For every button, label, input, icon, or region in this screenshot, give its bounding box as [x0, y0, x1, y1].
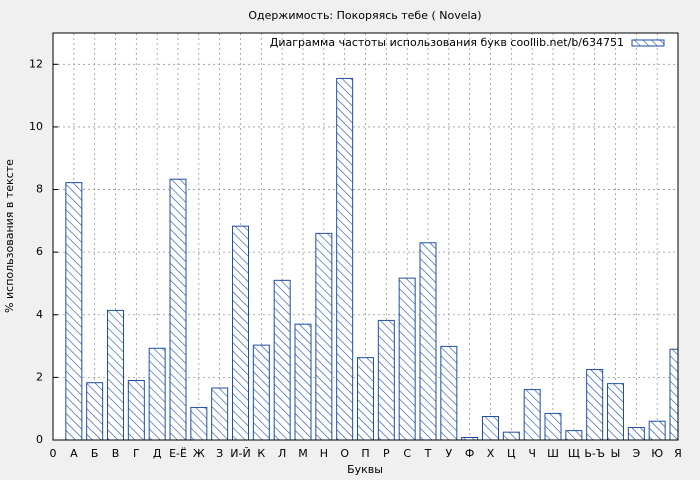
y-tick-label: 6 [36, 245, 43, 258]
bar [190, 406, 208, 440]
bar [648, 420, 666, 440]
x-tick-label: Ы [611, 447, 621, 460]
x-tick-label: Ц [507, 447, 516, 460]
y-tick-label: 0 [36, 433, 43, 446]
x-tick-label: Н [320, 447, 328, 460]
y-tick-label: 2 [36, 370, 43, 383]
x-tick-label: Х [487, 447, 495, 460]
x-tick-label: О [340, 447, 349, 460]
y-tick-label: 10 [29, 120, 43, 133]
bar [357, 357, 374, 440]
x-axis-label: Буквы [347, 463, 383, 476]
x-tick-label: У [445, 447, 452, 460]
x-tick-label: Г [133, 447, 140, 460]
x-tick-label: Ж [193, 447, 205, 460]
bar [586, 369, 604, 440]
bar [252, 344, 270, 440]
legend-label: Диаграмма частоты использования букв coo… [270, 36, 624, 49]
y-tick-label: 4 [36, 308, 43, 321]
bar [294, 323, 312, 440]
bar [65, 182, 83, 440]
x-tick-label: Ю [651, 447, 663, 460]
x-tick-label: Д [153, 447, 162, 460]
bar [211, 387, 229, 440]
bar [482, 416, 499, 440]
x-tick-label: Ф [465, 447, 474, 460]
x-tick-label: Ь-Ъ [584, 447, 605, 460]
bar [398, 277, 416, 440]
x-tick-label: З [216, 447, 223, 460]
bar [669, 348, 678, 440]
x-tick-label: Э [632, 447, 640, 460]
y-axis-label: % использования в тексте [3, 159, 16, 313]
x-tick-label: Е-Ё [169, 447, 187, 460]
bar [544, 412, 562, 440]
bar [565, 430, 583, 440]
bar [419, 242, 437, 440]
x-tick-label: Ч [528, 447, 536, 460]
x-tick-label: И-Й [230, 447, 250, 460]
bar [315, 232, 333, 440]
y-tick-label: 12 [29, 57, 43, 70]
bar [461, 436, 479, 440]
bar [86, 382, 104, 440]
bars [65, 77, 678, 440]
bar [377, 319, 395, 440]
x-tick-label: Щ [568, 447, 580, 460]
chart-title: Одержимость: Покоряясь тебе ( Novela) [248, 9, 481, 22]
x-tick-label: Б [91, 447, 99, 460]
x-tick-label: Л [278, 447, 286, 460]
bar [232, 225, 249, 440]
bar [107, 309, 124, 440]
y-tick-label: 8 [36, 183, 43, 196]
bar [627, 426, 645, 440]
x-tick-label: К [257, 447, 265, 460]
legend-swatch [631, 39, 665, 47]
x-tick-label: Я [674, 447, 682, 460]
bar [148, 347, 166, 440]
x-tick-label: Ш [547, 447, 559, 460]
x-tick-label: 0 [50, 447, 57, 460]
x-tick-label: П [361, 447, 369, 460]
bar [169, 178, 187, 440]
bar [336, 77, 354, 440]
plot-border [52, 32, 679, 441]
bar [127, 380, 145, 440]
x-tick-label: Р [383, 447, 390, 460]
bar [607, 383, 624, 440]
x-tick-label: М [298, 447, 308, 460]
bar [273, 279, 291, 440]
x-tick-label: А [70, 447, 78, 460]
x-tick-label: В [112, 447, 120, 460]
x-tick-label: С [403, 447, 411, 460]
x-tick-label: Т [424, 447, 432, 460]
bar [440, 345, 458, 440]
bar [523, 389, 541, 440]
bar [502, 431, 520, 440]
